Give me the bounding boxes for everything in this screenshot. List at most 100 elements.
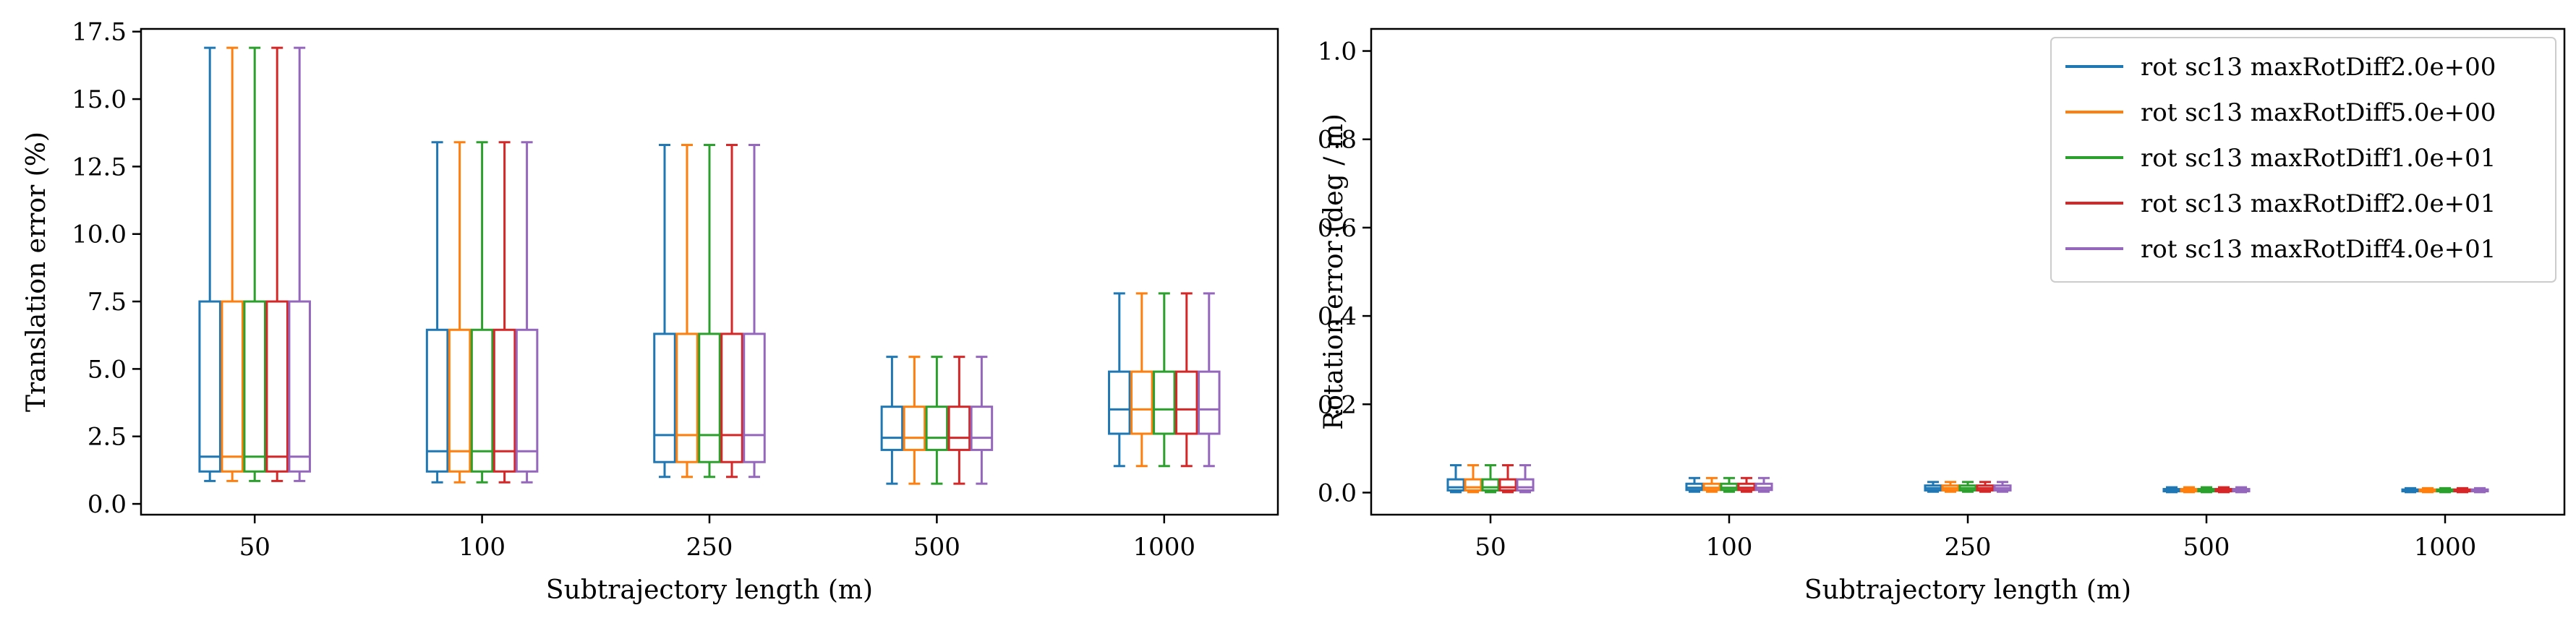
y-tick-label: 10.0	[72, 220, 127, 249]
box-50-series-5	[1516, 464, 1535, 494]
x-tick-label: 500	[2183, 533, 2230, 562]
rotation-y-axis-label: Rotation error (deg / m)	[1319, 113, 1349, 430]
box-100-series-1	[1685, 476, 1704, 493]
box-250-series-3	[698, 144, 721, 479]
y-tick-label: 17.5	[72, 18, 127, 47]
box-500-series-3	[2197, 486, 2216, 494]
rotation-boxplots	[1446, 464, 2489, 494]
rotation-x-axis-label: Subtrajectory length (m)	[1804, 575, 2131, 605]
box-body	[1153, 370, 1176, 435]
box-body	[675, 333, 699, 463]
box-100-series-4	[1737, 476, 1756, 493]
box-500-series-1	[2162, 486, 2181, 494]
box-body	[221, 300, 244, 473]
box-250-series-3	[1958, 481, 1977, 493]
box-100-series-3	[470, 141, 494, 484]
legend: rot sc13 maxRotDiff2.0e+00 rot sc13 maxRo…	[2050, 37, 2556, 283]
box-100-series-1	[425, 141, 449, 484]
box-50-series-3	[243, 46, 266, 482]
y-tick-label: 15.0	[72, 85, 127, 114]
box-50-series-1	[198, 46, 221, 482]
box-1000-series-3	[2436, 486, 2455, 494]
x-tick-label: 50	[1475, 533, 1506, 562]
box-body	[448, 328, 472, 473]
box-body	[1175, 370, 1198, 435]
legend-entry: rot sc13 maxRotDiff4.0e+01	[2065, 235, 2496, 264]
translation-x-axis-label: Subtrajectory length (m)	[546, 575, 873, 605]
box-100-series-5	[1754, 476, 1773, 493]
box-body	[720, 333, 743, 463]
box-body	[1446, 478, 1465, 492]
box-1000-series-5	[1198, 292, 1221, 468]
box-250-series-4	[720, 144, 743, 479]
translation-y-ticks: 0.0 2.5 5.0 7.5 10.0 12.5 15.0 17.5	[72, 18, 141, 519]
rotation-error-panel: 0.0 0.2 0.4 0.6 0.8 1.0 50 100 250 500 1000 Subtr…	[1318, 27, 2566, 605]
box-50-series-2	[1464, 464, 1483, 494]
box-500-series-1	[880, 356, 904, 485]
box-1000-series-3	[1153, 292, 1176, 468]
box-50-series-1	[1446, 464, 1465, 494]
box-body	[470, 328, 494, 473]
box-body	[288, 300, 311, 473]
box-100-series-3	[1720, 476, 1739, 493]
box-1000-series-4	[1175, 292, 1198, 468]
legend-label: rot sc13 maxRotDiff4.0e+01	[2141, 235, 2496, 264]
box-1000-series-4	[2453, 486, 2472, 494]
legend-entry: rot sc13 maxRotDiff2.0e+00	[2065, 53, 2496, 82]
legend-label: rot sc13 maxRotDiff2.0e+00	[2141, 53, 2496, 82]
box-body	[880, 406, 904, 451]
box-body	[198, 300, 221, 473]
box-100-series-5	[515, 141, 539, 484]
box-body	[1498, 478, 1517, 492]
box-body	[243, 300, 266, 473]
box-500-series-5	[2232, 486, 2251, 494]
translation-x-ticks: 50 100 250 500 1000	[239, 515, 1195, 562]
box-50-series-2	[221, 46, 244, 482]
y-tick-label: 0.4	[1318, 302, 1357, 331]
box-body	[1108, 370, 1131, 435]
box-body	[1198, 370, 1221, 435]
box-250-series-1	[1924, 481, 1942, 493]
box-500-series-4	[947, 356, 971, 485]
box-50-series-5	[288, 46, 311, 482]
box-50-series-3	[1481, 464, 1500, 494]
rotation-x-ticks: 50 100 250 500 1000	[1475, 515, 2476, 562]
x-tick-label: 1000	[2414, 533, 2477, 562]
rotation-y-ticks: 0.0 0.2 0.4 0.6 0.8 1.0	[1318, 38, 1371, 507]
translation-y-axis-label: Translation error (%)	[22, 132, 51, 412]
box-250-series-5	[743, 144, 766, 479]
box-body	[515, 328, 539, 473]
x-tick-label: 250	[1945, 533, 1992, 562]
box-500-series-4	[2214, 486, 2233, 494]
box-1000-series-2	[2418, 486, 2437, 494]
box-500-series-2	[2180, 486, 2198, 494]
x-tick-label: 100	[459, 533, 506, 562]
legend-entry: rot sc13 maxRotDiff5.0e+00	[2065, 98, 2496, 127]
y-tick-label: 0.8	[1318, 126, 1357, 155]
box-250-series-2	[1941, 481, 1960, 493]
box-250-series-2	[675, 144, 699, 479]
legend-label: rot sc13 maxRotDiff1.0e+01	[2141, 144, 2496, 173]
box-body	[743, 333, 766, 463]
y-tick-label: 0.6	[1318, 214, 1357, 243]
box-250-series-4	[1976, 481, 1995, 493]
box-body	[1464, 478, 1483, 492]
box-body	[1516, 478, 1535, 492]
box-body	[1130, 370, 1153, 435]
box-body	[492, 328, 516, 473]
box-body	[970, 406, 994, 451]
y-tick-label: 0.0	[88, 490, 127, 519]
box-body	[925, 406, 949, 451]
legend-frame	[2050, 37, 2556, 283]
x-tick-label: 50	[239, 533, 270, 562]
y-tick-label: 0.2	[1318, 390, 1357, 419]
box-500-series-3	[925, 356, 949, 485]
box-body	[947, 406, 971, 451]
box-100-series-2	[448, 141, 472, 484]
translation-boxplots	[198, 46, 1221, 485]
box-50-series-4	[1498, 464, 1517, 494]
box-1000-series-2	[1130, 292, 1153, 468]
box-100-series-2	[1702, 476, 1721, 493]
box-250-series-5	[1993, 481, 2012, 493]
